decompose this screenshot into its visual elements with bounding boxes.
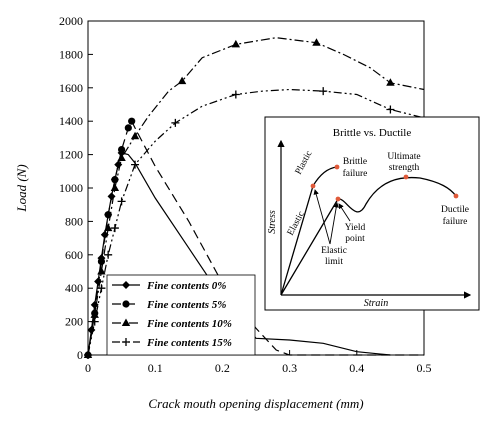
ductile-curve <box>280 176 457 296</box>
legend-item: Fine contents 5% <box>112 299 226 311</box>
yield-point-label-1: Yield <box>345 223 366 233</box>
series-4 <box>84 87 425 359</box>
series-line <box>87 119 424 356</box>
y-tick-label: 1200 <box>59 148 83 162</box>
data-point-marker <box>111 176 119 184</box>
data-point-marker <box>90 317 99 326</box>
data-point-marker <box>171 118 180 127</box>
data-point-marker <box>386 105 395 114</box>
elastic-limit-arrow-2 <box>329 202 339 245</box>
brittle-failure-point <box>334 164 340 170</box>
data-point-marker <box>312 38 321 46</box>
data-point-marker <box>110 224 119 233</box>
legend-label: Fine contents 5% <box>146 299 226 311</box>
legend-item: Fine contents 15% <box>112 337 232 349</box>
elastic-limit-arrow-1 <box>313 189 331 245</box>
elastic-limit-label-1: Elastic <box>321 246 347 256</box>
inset-y-label: Stress <box>267 210 278 234</box>
data-point-marker <box>117 197 126 206</box>
data-point-marker <box>104 250 113 259</box>
data-point-marker <box>117 153 126 161</box>
legend-item: Fine contents 0% <box>112 280 226 292</box>
series-line <box>87 37 425 356</box>
y-tick-label: 1800 <box>59 47 83 61</box>
inset-x-label: Strain <box>364 298 388 309</box>
ductile-failure-label-1: Ductile <box>441 205 469 215</box>
data-point-marker <box>319 87 328 96</box>
y-tick-label: 800 <box>65 214 83 228</box>
legend: Fine contents 0% Fine contents 5% Fine con… <box>106 274 256 356</box>
inset-diagram: Brittle vs. Ductile Stress Strain Plasti… <box>264 116 480 311</box>
data-point-marker <box>231 90 240 99</box>
data-point-marker <box>84 351 92 359</box>
ductile-failure-label-2: failure <box>443 216 468 227</box>
elastic-limit-label-2: limit <box>325 257 343 267</box>
y-axis-label: Load (N) <box>14 164 29 212</box>
y-tick-label: 0 <box>77 348 83 362</box>
x-tick-label: 0.5 <box>417 361 432 375</box>
x-tick-label: 0.4 <box>349 361 364 375</box>
x-tick-label: 0 <box>85 361 91 375</box>
legend-label: Fine contents 10% <box>146 318 232 330</box>
ultimate-strength-point <box>403 174 409 180</box>
legend-marker <box>121 318 131 326</box>
data-point-marker <box>231 39 241 48</box>
y-tick-label: 1600 <box>59 81 83 95</box>
data-point-marker <box>386 78 395 86</box>
data-point-marker <box>124 124 132 132</box>
data-point-marker <box>177 76 187 85</box>
ductile-failure-point <box>453 193 459 199</box>
y-tick-label: 1000 <box>59 181 83 195</box>
y-tick-label: 600 <box>65 248 83 262</box>
data-point-marker <box>97 284 106 293</box>
inset-title: Brittle vs. Ductile <box>333 127 412 139</box>
x-tick-label: 0.3 <box>282 361 297 375</box>
legend-item: Fine contents 10% <box>112 318 232 330</box>
data-point-marker <box>90 310 99 318</box>
legend-marker <box>122 300 130 308</box>
legend-label: Fine contents 0% <box>146 280 226 292</box>
data-point-marker <box>128 117 136 125</box>
y-tick-label: 2000 <box>59 14 83 28</box>
brittle-failure-label-1: Brittle <box>343 157 367 167</box>
inset-frame <box>264 116 480 311</box>
x-tick-label: 0.1 <box>148 361 163 375</box>
data-point-marker <box>97 267 106 275</box>
series-layer <box>83 37 425 359</box>
data-point-marker <box>131 160 140 169</box>
y-tick-label: 200 <box>65 315 83 329</box>
legend-box <box>106 274 256 356</box>
brittle-failure-label-2: failure <box>343 168 368 179</box>
x-tick-label: 0.2 <box>215 361 230 375</box>
data-point-marker <box>103 223 113 232</box>
legend-label: Fine contents 15% <box>146 337 232 349</box>
series-3 <box>83 37 425 358</box>
yield-point-label-2: point <box>345 234 365 244</box>
data-point-marker <box>130 131 140 140</box>
ultimate-strength-label-2: strength <box>389 163 420 173</box>
legend-marker <box>122 338 130 346</box>
x-axis-label: Crack mouth opening displacement (mm) <box>148 396 363 411</box>
ultimate-strength-label-1: Ultimate <box>387 152 420 162</box>
brittle-elastic-limit-point <box>310 183 316 189</box>
data-point-marker <box>118 145 126 154</box>
data-point-marker <box>110 183 120 191</box>
legend-marker <box>122 281 130 289</box>
y-tick-label: 1400 <box>59 114 83 128</box>
y-tick-label: 400 <box>65 281 83 295</box>
y-axis: 0 200 400 600 800 1000 1200 1400 1600 1800 2000 <box>59 14 93 362</box>
yield-point-arrow <box>338 203 351 222</box>
x-axis: 0 0.1 0.2 0.3 0.4 0.5 <box>85 350 432 375</box>
ductile-yield-point <box>335 196 341 202</box>
